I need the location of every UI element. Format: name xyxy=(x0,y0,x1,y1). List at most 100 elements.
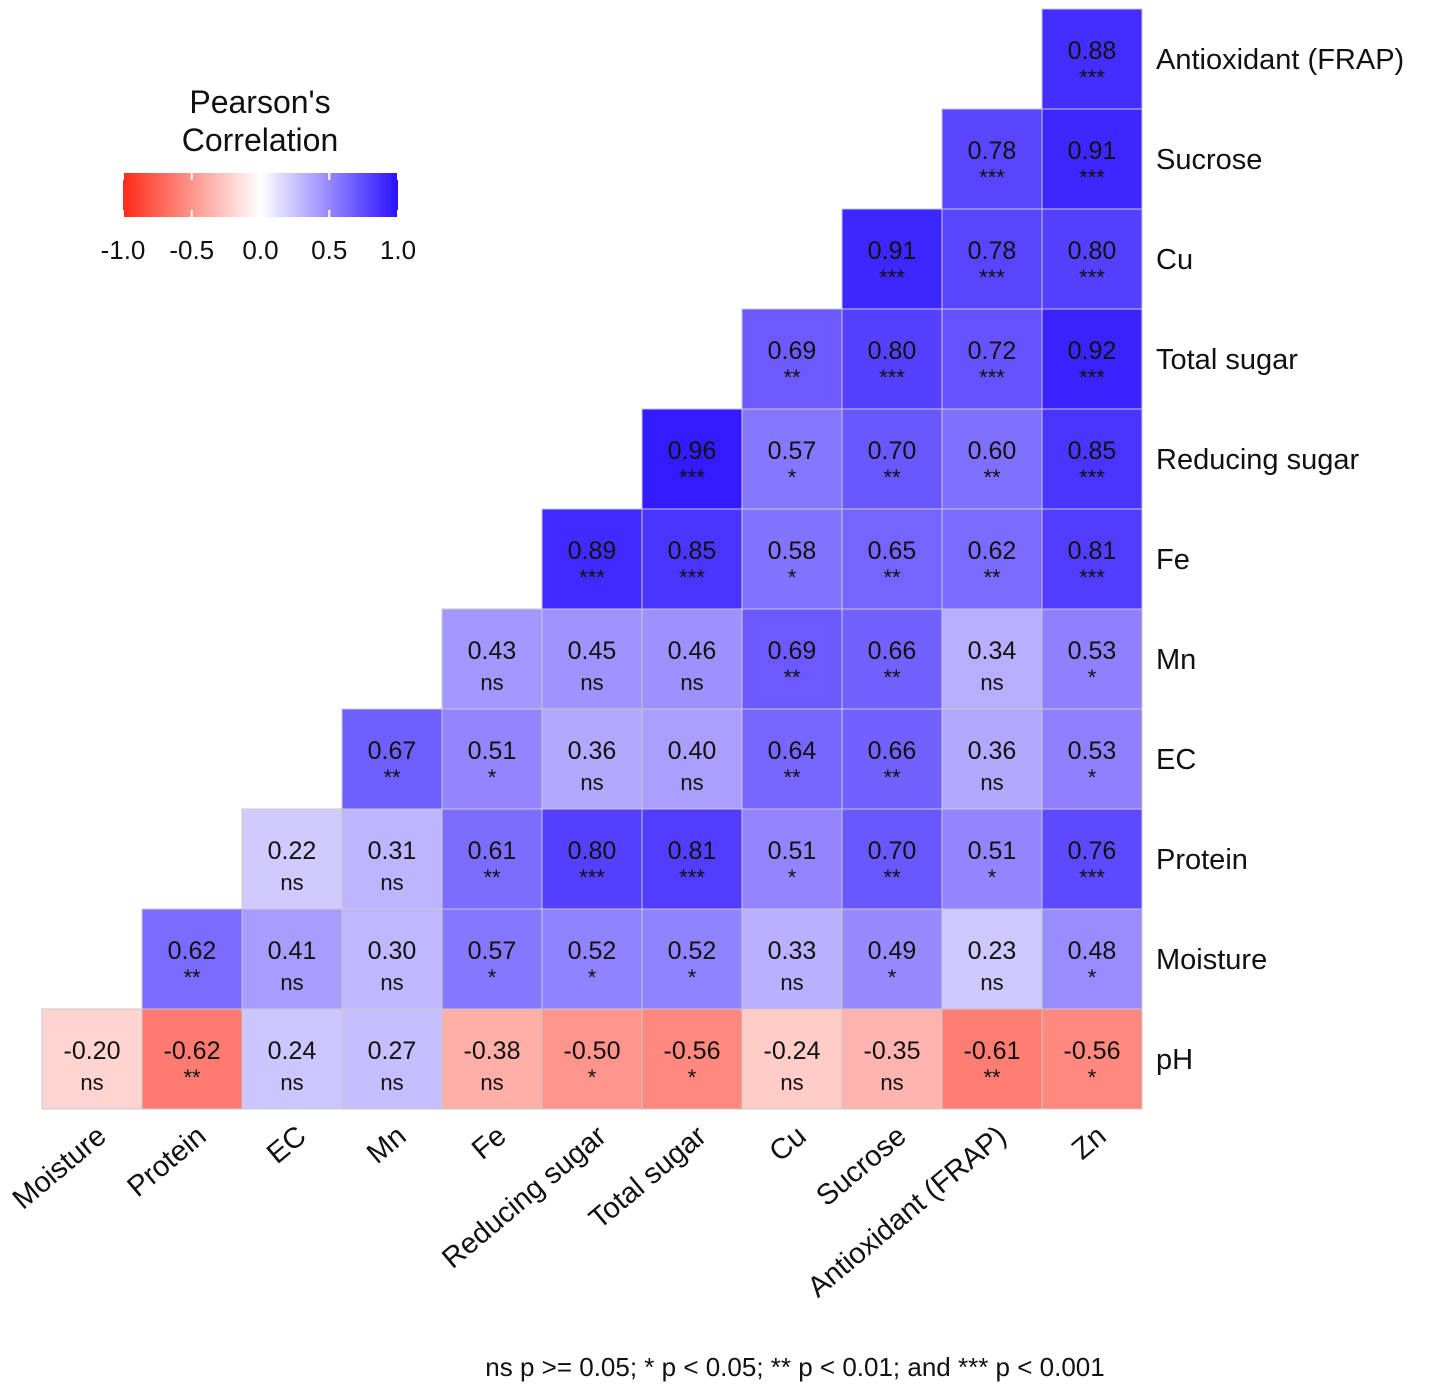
heatmap-cell: 0.52* xyxy=(641,908,743,1010)
cell-significance-label: ns xyxy=(280,1070,303,1095)
cell-significance-label: *** xyxy=(679,465,705,490)
heatmap-cell-fill xyxy=(541,608,643,710)
heatmap-cell: 0.22 ns xyxy=(241,808,343,910)
cell-significance-label: *** xyxy=(1079,465,1105,490)
cell-significance-label: * xyxy=(588,1065,597,1090)
heatmap-cell: 0.51* xyxy=(941,808,1043,910)
cell-significance-label: *** xyxy=(679,865,705,890)
x-axis-label: Cu xyxy=(764,1120,813,1168)
cell-value-label: 0.78 xyxy=(968,137,1017,165)
heatmap-cell: 0.80*** xyxy=(541,808,643,910)
heatmap-cell-fill xyxy=(441,708,543,810)
cell-significance-label: *** xyxy=(1079,165,1105,190)
heatmap-cell-fill xyxy=(841,808,943,910)
y-axis-label: Reducing sugar xyxy=(1156,444,1359,476)
cell-significance-label: * xyxy=(488,765,497,790)
heatmap-cell: 0.64** xyxy=(741,708,843,810)
heatmap-cell: 0.67** xyxy=(341,708,443,810)
heatmap-cell: 0.85*** xyxy=(641,508,743,610)
heatmap-cell-fill xyxy=(541,508,643,610)
heatmap-cell-fill xyxy=(741,808,843,910)
cell-value-label: 0.92 xyxy=(1068,337,1117,365)
y-axis-label: EC xyxy=(1156,744,1196,776)
heatmap-cell-fill xyxy=(341,808,443,910)
heatmap-cell: 0.51* xyxy=(441,708,543,810)
heatmap-cell: 0.85*** xyxy=(1041,408,1143,510)
legend-tick-label: -0.5 xyxy=(169,235,214,265)
cell-value-label: 0.78 xyxy=(968,237,1017,265)
legend-title-line1: Pearson's xyxy=(189,84,330,120)
heatmap-cell: 0.66** xyxy=(841,708,943,810)
cell-significance-label: *** xyxy=(579,565,605,590)
cell-value-label: 0.43 xyxy=(468,637,517,665)
cell-value-label: 0.88 xyxy=(1068,37,1117,65)
heatmap-cell: 0.72*** xyxy=(941,308,1043,410)
cell-significance-label: * xyxy=(988,865,997,890)
y-axis-label: pH xyxy=(1156,1044,1193,1076)
cell-significance-label: ** xyxy=(983,1065,1001,1090)
cell-value-label: 0.80 xyxy=(568,837,617,865)
heatmap-cell: 0.69** xyxy=(741,308,843,410)
cell-significance-label: * xyxy=(1088,1065,1097,1090)
heatmap-cell: 0.61** xyxy=(441,808,543,910)
heatmap-cell: 0.96*** xyxy=(641,408,743,510)
heatmap-cell: 0.45 ns xyxy=(541,608,643,710)
heatmap-cell-fill xyxy=(941,508,1043,610)
heatmap-cell-fill xyxy=(241,1008,343,1110)
heatmap-cell-fill xyxy=(741,608,843,710)
heatmap-cell: 0.53* xyxy=(1041,608,1143,710)
heatmap-cell: 0.80*** xyxy=(1041,208,1143,310)
heatmap-cell-fill xyxy=(841,908,943,1010)
y-axis-label: Total sugar xyxy=(1156,344,1298,376)
cell-significance-label: * xyxy=(788,465,797,490)
cell-significance-label: ns xyxy=(380,1070,403,1095)
cell-value-label: 0.52 xyxy=(568,937,617,965)
cell-significance-label: * xyxy=(1088,965,1097,990)
heatmap-cell: -0.61** xyxy=(941,1008,1043,1110)
heatmap-cell: -0.20 ns xyxy=(41,1008,143,1110)
heatmap-cell-fill xyxy=(1041,208,1143,310)
heatmap-cell: 0.57* xyxy=(741,408,843,510)
cell-significance-label: ns xyxy=(580,770,603,795)
y-axis-label: Antioxidant (FRAP) xyxy=(1156,44,1404,76)
cell-value-label: 0.53 xyxy=(1068,737,1117,765)
cell-significance-label: * xyxy=(788,565,797,590)
heatmap-cell-fill xyxy=(1041,308,1143,410)
cell-value-label: 0.85 xyxy=(1068,437,1117,465)
cell-value-label: 0.62 xyxy=(968,537,1017,565)
heatmap-cell: 0.41 ns xyxy=(241,908,343,1010)
cell-value-label: 0.40 xyxy=(668,737,717,765)
heatmap-cell: -0.50* xyxy=(541,1008,643,1110)
cell-value-label: 0.30 xyxy=(368,937,417,965)
heatmap-cell-fill xyxy=(741,908,843,1010)
heatmap-cell: 0.33 ns xyxy=(741,908,843,1010)
heatmap-cell-fill xyxy=(1041,808,1143,910)
cell-value-label: 0.36 xyxy=(568,737,617,765)
y-axis-label: Moisture xyxy=(1156,944,1267,976)
cell-value-label: 0.64 xyxy=(768,737,817,765)
heatmap-cell: 0.80*** xyxy=(841,308,943,410)
cell-value-label: 0.24 xyxy=(268,1037,317,1065)
heatmap-cell: -0.38 ns xyxy=(441,1008,543,1110)
heatmap-cell-fill xyxy=(741,708,843,810)
x-axis-label: Protein xyxy=(122,1120,213,1204)
cell-significance-label: ** xyxy=(783,665,801,690)
cell-value-label: 0.60 xyxy=(968,437,1017,465)
cell-significance-label: ns xyxy=(80,1070,103,1095)
cell-significance-label: ** xyxy=(883,765,901,790)
cell-value-label: 0.41 xyxy=(268,937,317,965)
cell-value-label: -0.56 xyxy=(1064,1037,1121,1065)
cell-significance-label: ns xyxy=(480,1070,503,1095)
cell-value-label: -0.38 xyxy=(464,1037,521,1065)
legend-tick-label: 0.5 xyxy=(311,235,347,265)
heatmap-cell: 0.53* xyxy=(1041,708,1143,810)
cell-significance-label: * xyxy=(688,965,697,990)
cell-significance-label: * xyxy=(588,965,597,990)
heatmap-cell: 0.81*** xyxy=(641,808,743,910)
heatmap-cells: 0.88***0.78***0.91***0.91***0.78***0.80*… xyxy=(41,8,1143,1110)
cell-significance-label: *** xyxy=(1079,565,1105,590)
heatmap-cell: 0.58* xyxy=(741,508,843,610)
heatmap-cell-fill xyxy=(641,708,743,810)
legend-tick-label: -1.0 xyxy=(101,235,146,265)
